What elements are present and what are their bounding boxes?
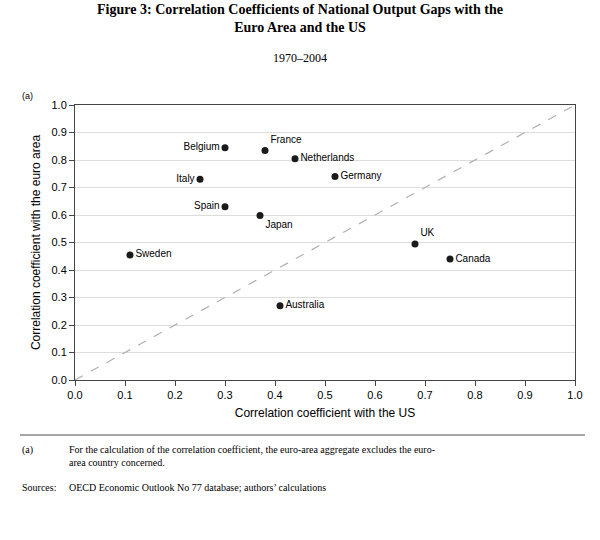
svg-text:0.4: 0.4 bbox=[267, 389, 282, 401]
svg-text:(a): (a) bbox=[22, 91, 33, 101]
svg-text:For the calculation of the cor: For the calculation of the correlation c… bbox=[69, 444, 435, 468]
svg-text:Belgium: Belgium bbox=[183, 141, 219, 152]
svg-text:Germany: Germany bbox=[340, 170, 381, 181]
svg-text:0.9: 0.9 bbox=[517, 389, 532, 401]
svg-text:(a): (a) bbox=[22, 444, 33, 456]
svg-text:0.8: 0.8 bbox=[467, 389, 482, 401]
svg-text:Sources:: Sources: bbox=[22, 482, 56, 493]
svg-text:OECD Economic Outlook No 77 da: OECD Economic Outlook No 77 database; au… bbox=[69, 482, 326, 493]
svg-text:1.0: 1.0 bbox=[567, 389, 582, 401]
svg-text:0.1: 0.1 bbox=[117, 389, 132, 401]
svg-text:0.5: 0.5 bbox=[317, 389, 332, 401]
svg-text:Italy: Italy bbox=[176, 173, 194, 184]
svg-text:0.3: 0.3 bbox=[52, 291, 67, 303]
svg-text:Japan: Japan bbox=[265, 219, 292, 230]
svg-text:Correlation coefficient with t: Correlation coefficient with the US bbox=[235, 406, 416, 420]
svg-text:Spain: Spain bbox=[194, 200, 220, 211]
svg-text:UK: UK bbox=[420, 227, 434, 238]
svg-text:0.5: 0.5 bbox=[52, 236, 67, 248]
svg-text:0.3: 0.3 bbox=[217, 389, 232, 401]
svg-text:France: France bbox=[270, 134, 302, 145]
svg-text:0.2: 0.2 bbox=[167, 389, 182, 401]
svg-text:0.9: 0.9 bbox=[52, 126, 67, 138]
svg-text:1.0: 1.0 bbox=[52, 99, 67, 111]
svg-text:0.7: 0.7 bbox=[417, 389, 432, 401]
svg-text:Correlation coefficient with t: Correlation coefficient with the euro ar… bbox=[29, 135, 43, 351]
svg-text:0.1: 0.1 bbox=[52, 346, 67, 358]
svg-text:Netherlands: Netherlands bbox=[300, 152, 354, 163]
svg-text:1970–2004: 1970–2004 bbox=[273, 51, 327, 65]
svg-text:Canada: Canada bbox=[455, 253, 490, 264]
svg-text:0.6: 0.6 bbox=[52, 209, 67, 221]
svg-text:0.6: 0.6 bbox=[367, 389, 382, 401]
svg-text:Sweden: Sweden bbox=[135, 248, 171, 259]
svg-text:0.0: 0.0 bbox=[67, 389, 82, 401]
svg-text:0.0: 0.0 bbox=[52, 374, 67, 386]
svg-text:0.4: 0.4 bbox=[52, 264, 67, 276]
svg-text:Australia: Australia bbox=[285, 299, 324, 310]
svg-text:0.8: 0.8 bbox=[52, 154, 67, 166]
svg-text:Figure 3: Correlation Coeffici: Figure 3: Correlation Coefficients of Na… bbox=[97, 2, 503, 35]
svg-text:0.7: 0.7 bbox=[52, 181, 67, 193]
svg-text:0.2: 0.2 bbox=[52, 319, 67, 331]
